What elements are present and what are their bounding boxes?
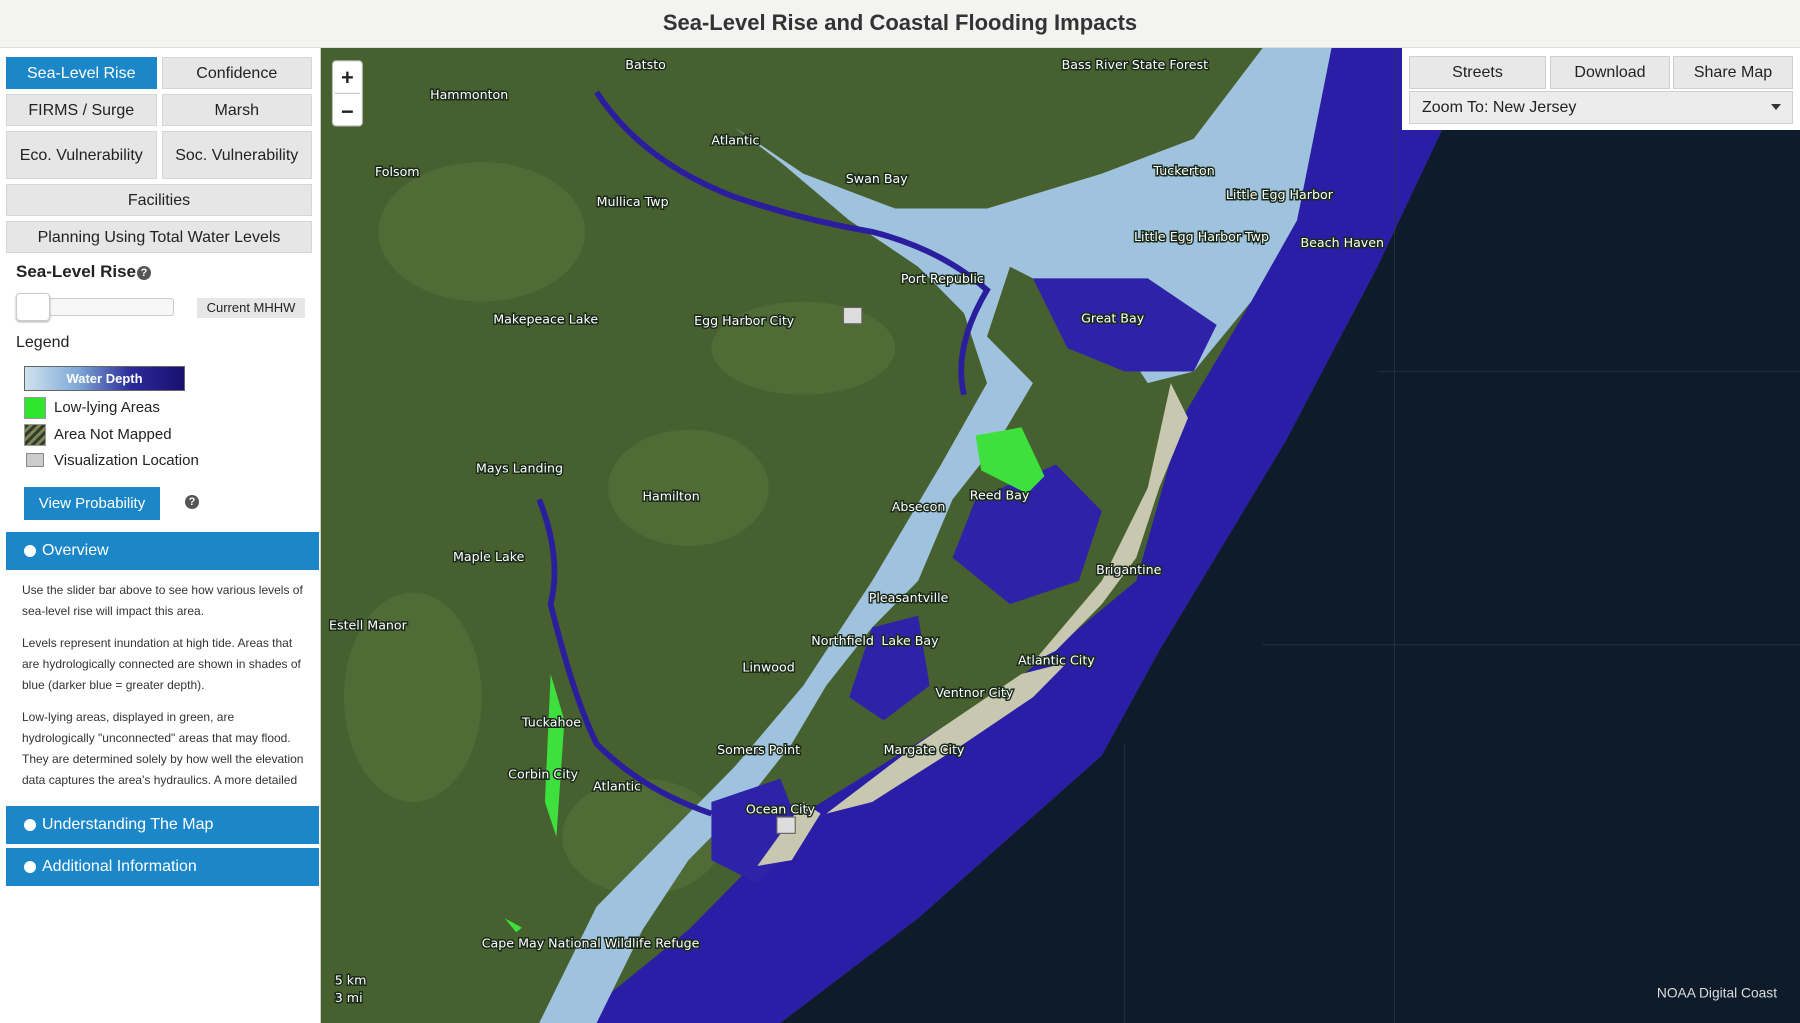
zoom-select[interactable]: Zoom To: New Jersey [1409, 91, 1793, 124]
place-label: Batsto [625, 57, 666, 72]
legend-title: Legend [16, 334, 70, 351]
slider-value: Current MHHW [197, 298, 305, 318]
accordion-header[interactable]: Understanding The Map [6, 806, 319, 844]
deep-ocean [780, 48, 1800, 1023]
map-labels: Batsto Hammonton Bass River State Forest Fo… [328, 55, 1386, 951]
zoom-in[interactable]: + [341, 65, 354, 90]
tab[interactable]: Soc. Vulnerability [161, 131, 312, 179]
accordion-header[interactable]: Additional Information [6, 848, 319, 886]
place-label: Tuckerton [1153, 163, 1215, 178]
page-title: Sea-Level Rise and Coastal Flooding Impa… [0, 0, 1800, 48]
place-label: Atlantic [711, 132, 759, 147]
place-label: Port Republic [901, 271, 984, 286]
attribution: NOAA Digital Coast [1657, 984, 1777, 1000]
visualization-location[interactable] [776, 816, 796, 834]
place-label: Little Egg Harbor Twp [1134, 229, 1269, 244]
place-label: Atlantic City [1018, 653, 1095, 668]
legend-icon [26, 453, 44, 467]
barrier-island [757, 383, 1188, 866]
sidebar: Sea-Level Rise Confidence FIRMS / Surge … [0, 48, 321, 1023]
place-label: Atlantic [593, 778, 641, 793]
place-label: Hammonton [430, 87, 508, 102]
tab-grid: Sea-Level Rise Confidence FIRMS / Surge … [6, 57, 312, 253]
place-label: Great Bay [1081, 311, 1144, 326]
legend-swatch [24, 397, 46, 419]
place-label: Beach Haven [1300, 235, 1384, 250]
toolbar-button[interactable]: Download [1550, 56, 1670, 89]
zoom-out[interactable]: − [341, 99, 354, 124]
accordion-header[interactable]: Overview [6, 532, 319, 570]
legend-label: Low-lying Areas [54, 399, 160, 416]
probability-button[interactable]: View Probability [24, 487, 160, 520]
legend-label: Area Not Mapped [54, 426, 172, 443]
place-label: Folsom [375, 164, 420, 179]
place-label: Corbin City [508, 767, 578, 782]
place-label: Somers Point [717, 742, 800, 757]
tab[interactable]: FIRMS / Surge [6, 94, 157, 126]
deep-inundation [711, 278, 1217, 884]
place-label: Makepeace Lake [493, 312, 598, 327]
place-label: Estell Manor [329, 618, 408, 633]
place-label: Brigantine [1096, 562, 1161, 577]
paragraph: Low-lying areas, displayed in green, are… [22, 710, 304, 787]
place-label: Lake Bay [881, 633, 939, 648]
paragraph: Use the slider bar above to see how vari… [22, 583, 303, 618]
legend-gradient: Water Depth [24, 366, 185, 391]
graticule [1124, 48, 1800, 1023]
tab[interactable]: Eco. Vulnerability [6, 131, 157, 179]
tab[interactable]: Confidence [161, 57, 312, 89]
dropdown-caret [1771, 104, 1781, 110]
place-label: Bass River State Forest [1062, 57, 1208, 72]
place-label: Egg Harbor City [694, 313, 795, 328]
tab[interactable]: Facilities [6, 184, 312, 216]
place-label: Hamilton [643, 489, 700, 504]
place-label: Mullica Twp [597, 194, 669, 209]
place-label: Tuckahoe [521, 714, 581, 729]
place-label: Little Egg Harbor [1226, 187, 1334, 202]
place-label: Ocean City [746, 801, 816, 816]
visualization-location[interactable] [842, 306, 863, 325]
help-icon[interactable]: ? [185, 495, 199, 509]
place-label: Reed Bay [970, 487, 1030, 502]
land-texture [343, 162, 896, 896]
tab[interactable]: Planning Using Total Water Levels [6, 221, 312, 253]
place-label: Margate City [884, 742, 965, 757]
place-label: Absecon [892, 499, 946, 514]
coastal-water [573, 48, 1481, 1023]
map[interactable]: Batsto Hammonton Bass River State Forest Fo… [321, 48, 1800, 1023]
legend-label: Visualization Location [54, 452, 199, 469]
scale-label: 5 km [335, 973, 367, 988]
overview-text: Use the slider bar above to see how vari… [22, 580, 304, 794]
toolbar-button[interactable]: Share Map [1673, 56, 1793, 89]
place-label: Cape May National Wildlife Refuge [482, 935, 700, 950]
place-label: Ventnor City [935, 685, 1013, 700]
paragraph: Levels represent inundation at high tide… [22, 636, 301, 692]
legend-swatch [24, 424, 46, 446]
place-label: Linwood [742, 660, 794, 675]
tab[interactable]: Marsh [161, 94, 312, 126]
section-title: Sea-Level Rise [16, 262, 137, 281]
place-label: Swan Bay [846, 171, 908, 186]
river [536, 90, 991, 817]
place-label: Maple Lake [453, 549, 524, 564]
place-label: Mays Landing [476, 461, 563, 476]
slider-handle[interactable] [16, 293, 50, 321]
help-icon[interactable]: ? [137, 266, 151, 280]
scale-label: 3 mi [335, 990, 363, 1005]
tab[interactable]: Sea-Level Rise [6, 57, 157, 89]
toolbar-button[interactable]: Streets [1409, 56, 1546, 89]
place-label: Pleasantville [869, 590, 949, 605]
place-label: Northfield [811, 633, 874, 648]
